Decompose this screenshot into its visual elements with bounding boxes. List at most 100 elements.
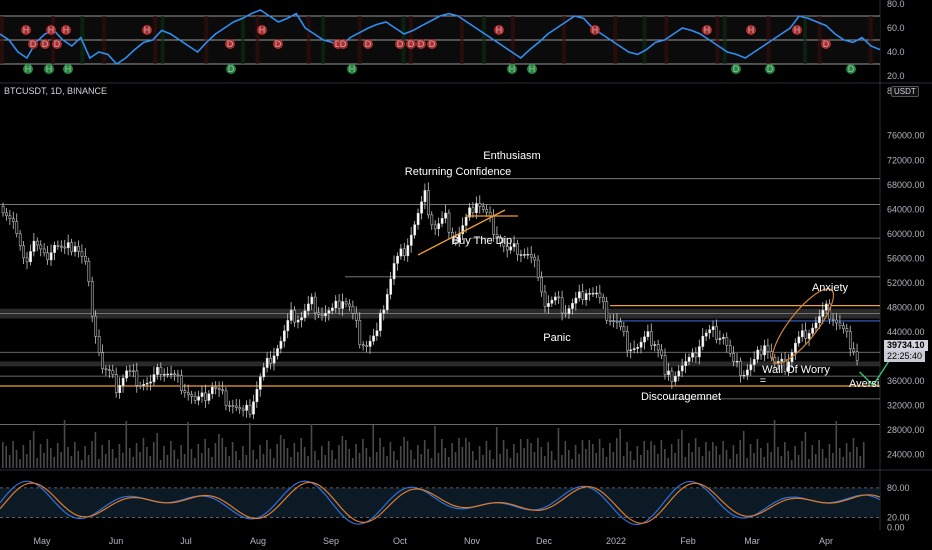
volume-bar <box>15 450 18 468</box>
candle-body <box>512 243 516 248</box>
volume-bar <box>777 447 779 468</box>
candle-body <box>838 322 842 327</box>
volume-bar <box>567 450 570 468</box>
volume-bar <box>146 447 148 468</box>
volume-bar <box>598 439 601 468</box>
candle-body <box>636 347 639 349</box>
volume-bar <box>691 452 694 468</box>
rsi-marker-label: D <box>54 39 61 49</box>
volume-bar <box>821 449 824 468</box>
volume-bar <box>56 443 59 468</box>
rsi-marker <box>702 25 712 35</box>
currency-badge[interactable]: USDT <box>891 86 919 97</box>
volume-bar <box>84 446 86 468</box>
rsi-marker-label: H <box>46 64 53 74</box>
candle-body <box>811 327 814 334</box>
candle-body <box>262 367 266 378</box>
volume-bar <box>420 454 423 468</box>
candle-body <box>626 331 629 352</box>
candle-body <box>475 203 478 214</box>
candle-body <box>427 190 430 216</box>
candle-body <box>684 361 688 366</box>
volume-bar <box>770 452 772 468</box>
volume-bar <box>574 445 577 468</box>
candle-body <box>437 223 441 230</box>
price-tick-label: 72000.00 <box>887 155 925 165</box>
candle-body <box>420 201 423 214</box>
candle-body <box>344 301 348 305</box>
candle-body <box>677 370 681 377</box>
candle-body <box>25 257 29 263</box>
volume-bar <box>266 440 268 468</box>
volume-bar <box>499 454 501 468</box>
volume-bar <box>585 449 587 468</box>
volume-bar <box>468 442 471 468</box>
candle-body <box>385 294 389 311</box>
rsi-bg-column <box>401 16 406 64</box>
rsi-marker-label: D <box>733 64 740 74</box>
rsi-marker-label: D <box>418 39 425 49</box>
candle-body <box>433 224 437 230</box>
candle-body <box>396 255 399 264</box>
candle-body <box>553 296 557 301</box>
rsi-bg-column <box>204 16 209 64</box>
rsi-marker <box>63 64 73 74</box>
rsi-marker <box>225 39 235 49</box>
candle-body <box>252 401 255 415</box>
candle-body <box>121 377 125 386</box>
rsi-marker-label: H <box>509 64 516 74</box>
candle-body <box>656 344 660 351</box>
candle-body <box>543 291 547 307</box>
candle-body <box>595 292 598 295</box>
volume-bar <box>8 455 11 468</box>
volume-bar <box>372 425 375 468</box>
volume-bar <box>32 431 35 468</box>
candle-body <box>794 342 797 353</box>
candle-body <box>416 213 420 225</box>
volume-bar <box>272 458 275 468</box>
rsi-marker <box>46 25 56 35</box>
candle-body <box>807 333 811 339</box>
rsi-marker <box>28 39 38 49</box>
candle-body <box>718 338 722 340</box>
price-tick-label: 52000.00 <box>887 278 925 288</box>
rsi-marker <box>846 64 856 74</box>
candle-body <box>752 359 756 365</box>
volume-bar <box>156 433 158 468</box>
volume-bar <box>773 420 776 468</box>
candle-body <box>845 328 849 332</box>
candle-body <box>533 256 537 261</box>
rsi-marker <box>44 64 54 74</box>
candle-body <box>217 388 221 390</box>
rsi-marker-label: H <box>496 25 503 35</box>
candle-body <box>221 389 224 392</box>
volume-bar <box>2 442 4 468</box>
candle-body <box>756 349 760 360</box>
candle-body <box>97 336 101 353</box>
price-tick-label: 44000.00 <box>887 327 925 337</box>
volume-bar <box>852 438 855 468</box>
volume-bar <box>389 442 392 468</box>
rsi-marker-label: D <box>365 39 372 49</box>
volume-bar <box>749 444 752 468</box>
volume-bar <box>393 451 395 468</box>
volume-bar <box>543 456 546 468</box>
rsi-marker <box>494 25 504 35</box>
volume-bar <box>115 458 117 468</box>
volume-bar <box>523 448 525 468</box>
candle-body <box>361 344 365 347</box>
trendline-buy-the-dip <box>417 209 506 256</box>
candle-body <box>653 344 657 346</box>
candle-body <box>125 370 128 379</box>
candle-body <box>248 404 252 415</box>
volume-bar <box>653 445 656 468</box>
volume-bar <box>159 460 162 468</box>
volume-bar <box>269 449 272 468</box>
candle-body <box>324 312 327 317</box>
anxiety-ellipse <box>772 288 834 364</box>
chart-annotation: Wall Of Worry <box>762 364 830 376</box>
rsi-bg-column <box>160 16 165 64</box>
candle-body <box>238 407 242 410</box>
volume-bar <box>622 456 625 468</box>
